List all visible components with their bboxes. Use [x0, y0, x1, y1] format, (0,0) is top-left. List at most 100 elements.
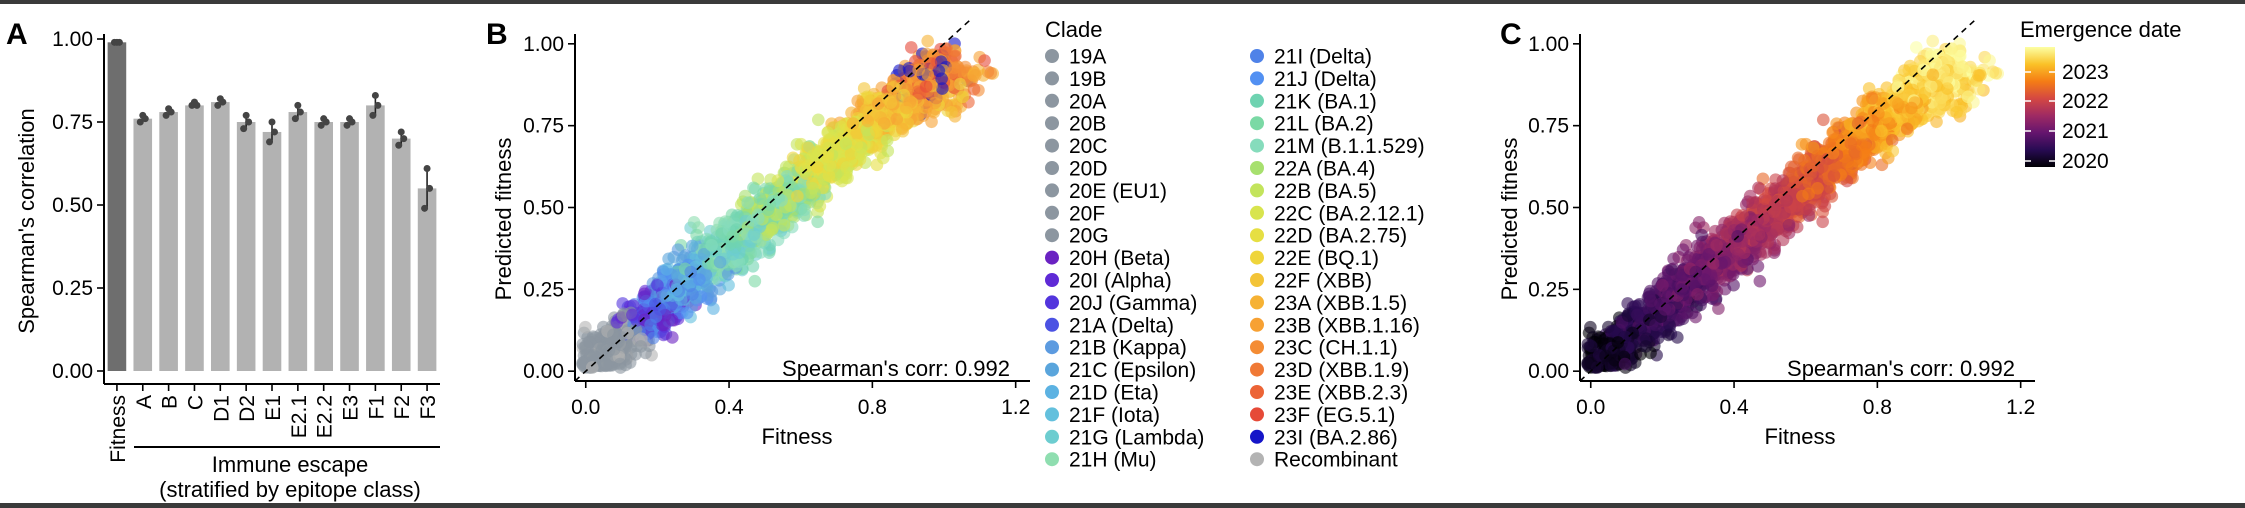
- scatter-point-b: [920, 80, 933, 93]
- x-tick-label: D1: [210, 395, 233, 422]
- legend-swatch: [1250, 228, 1264, 242]
- legend-swatch: [1045, 340, 1059, 354]
- legend-swatch: [1045, 385, 1059, 399]
- panel-c-points: [1581, 35, 2004, 374]
- legend-entry: 19A: [1069, 46, 1106, 69]
- bar-f1: [366, 105, 385, 371]
- scatter-point-b: [957, 91, 970, 104]
- bar-e3: [340, 122, 359, 371]
- scatter-point-b: [969, 69, 982, 82]
- bar-e2-1: [289, 112, 308, 371]
- x-tick-label: A: [133, 395, 156, 409]
- legend-entry: 20I (Alpha): [1069, 270, 1172, 293]
- x-tick-label: F2: [391, 395, 414, 420]
- scatter-point-b: [984, 67, 997, 80]
- legend-swatch: [1250, 71, 1264, 85]
- legend-swatch: [1250, 49, 1264, 63]
- bar-b: [159, 112, 178, 371]
- scatter-point-b: [811, 161, 824, 174]
- scatter-point-b: [772, 174, 785, 187]
- x-tick-label: E3: [340, 395, 363, 421]
- scatter-point-b: [690, 229, 703, 242]
- scatter-point-b: [660, 263, 673, 276]
- replicate-point-f3-2: [426, 185, 433, 192]
- legend-entry: 23E (XBB.2.3): [1274, 382, 1408, 405]
- bar-a: [133, 119, 152, 371]
- legend-entry: 21D (Eta): [1069, 382, 1159, 405]
- x-tick-label: 0.4: [714, 396, 744, 419]
- legend-swatch: [1250, 139, 1264, 153]
- replicate-point-e2-1-1: [294, 102, 301, 109]
- y-tick-label: 0.50: [52, 194, 93, 217]
- scatter-point-c: [1584, 321, 1597, 334]
- legend-entry: 21J (Delta): [1274, 68, 1377, 91]
- legend-entry: 20E (EU1): [1069, 180, 1167, 203]
- replicate-point-d2-0: [240, 125, 247, 132]
- replicate-point-b-2: [168, 109, 175, 116]
- legend-entry: 23B (XBB.1.16): [1274, 314, 1420, 337]
- legend-swatch: [1250, 206, 1264, 220]
- scatter-point-b: [812, 113, 825, 126]
- replicate-point-e2-1-0: [292, 115, 299, 122]
- scatter-point-b: [686, 288, 699, 301]
- legend-swatch: [1045, 71, 1059, 85]
- legend-swatch: [1250, 407, 1264, 421]
- panel-a-bars: [108, 42, 437, 371]
- scatter-point-b: [948, 62, 961, 75]
- legend-swatch: [1045, 452, 1059, 466]
- bar-e1: [263, 132, 282, 371]
- scatter-point-b: [746, 214, 759, 227]
- bar-d2: [237, 122, 256, 371]
- legend-swatch: [1250, 385, 1264, 399]
- legend-entry: 20B: [1069, 113, 1106, 136]
- bar-fitness: [108, 42, 127, 371]
- scatter-point-b: [922, 68, 935, 81]
- scatter-point-b: [681, 307, 694, 320]
- legend-swatch: [1250, 183, 1264, 197]
- replicate-point-f3-1: [424, 165, 431, 172]
- scatter-point-b: [896, 123, 909, 136]
- scatter-point-b: [686, 240, 699, 253]
- scatter-point-b: [651, 279, 664, 292]
- legend-entry: 21I (Delta): [1274, 46, 1372, 69]
- scatter-point-b: [929, 97, 942, 110]
- scatter-point-c: [1959, 78, 1972, 91]
- bar-d1: [211, 102, 230, 371]
- x-tick-label: D2: [236, 395, 259, 422]
- scatter-point-b: [772, 234, 785, 247]
- scatter-point-c: [1910, 41, 1923, 54]
- x-tick-label: C: [184, 395, 207, 410]
- replicate-point-f1-2: [374, 102, 381, 109]
- scatter-point-b: [905, 41, 918, 54]
- legend-entry: 21C (Epsilon): [1069, 359, 1196, 382]
- legend-swatch: [1045, 407, 1059, 421]
- replicate-point-fitness-2: [116, 39, 123, 46]
- scatter-point-b: [935, 72, 948, 85]
- scatter-point-b: [885, 96, 898, 109]
- scatter-point-b: [854, 148, 867, 161]
- replicate-point-e1-1: [269, 119, 276, 126]
- scatter-point-b: [811, 215, 824, 228]
- replicate-point-a-2: [142, 115, 149, 122]
- replicate-point-f2-1: [398, 128, 405, 135]
- legend-entry: 21M (B.1.1.529): [1274, 135, 1425, 158]
- legend-entry: 20G: [1069, 225, 1109, 248]
- legend-swatch: [1045, 430, 1059, 444]
- y-tick-label: 1.00: [523, 33, 564, 56]
- scatter-point-b: [921, 35, 934, 48]
- scatter-point-c: [1983, 54, 1996, 67]
- legend-entry: 23C (CH.1.1): [1274, 337, 1398, 360]
- legend-entry: 21H (Mu): [1069, 449, 1157, 472]
- scatter-point-b: [670, 283, 683, 296]
- legend-swatch: [1045, 295, 1059, 309]
- legend-swatch: [1045, 363, 1059, 377]
- scatter-point-b: [978, 54, 991, 67]
- panel-b-annotation: Spearman's corr: 0.992: [782, 356, 1010, 381]
- x-tick-label: E2.2: [314, 395, 337, 438]
- scatter-point-b: [586, 361, 599, 374]
- legend-swatch: [1250, 251, 1264, 265]
- scatter-point-b: [647, 332, 660, 345]
- scatter-point-c: [1691, 240, 1704, 253]
- replicate-point-f1-0: [369, 112, 376, 119]
- panel-a-y-ticks: 0.000.250.500.751.00: [52, 28, 104, 383]
